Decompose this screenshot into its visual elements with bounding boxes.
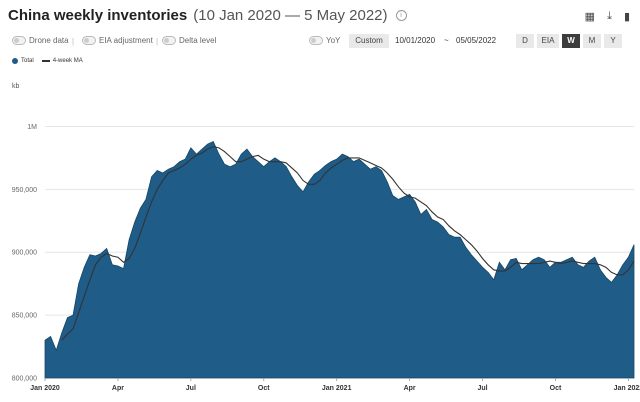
date-to-input[interactable]: 05/05/2022 xyxy=(456,36,497,45)
toggle-switch-icon[interactable] xyxy=(162,36,176,45)
y-tick-label: 900,000 xyxy=(12,250,37,257)
chart-legend: Total 4-week MA xyxy=(12,58,83,64)
eia-adjustment-label: EIA adjustment xyxy=(99,36,153,45)
x-tick-label: Jan 2020 xyxy=(30,385,60,392)
separator: | xyxy=(156,37,159,46)
controls-bar: Drone data | EIA adjustment | Delta leve… xyxy=(12,34,632,50)
grid-view-icon[interactable]: ▦ xyxy=(584,11,596,23)
freq-d-button[interactable]: D xyxy=(516,34,534,48)
top-toolbar: ▦ ⤓ ▮ xyxy=(585,10,630,23)
x-tick-label: Oct xyxy=(550,385,562,392)
y-tick-label: 800,000 xyxy=(12,376,37,383)
toggle-switch-icon[interactable] xyxy=(82,36,96,45)
legend-total-label: Total xyxy=(21,58,34,64)
y-tick-label: 950,000 xyxy=(12,187,37,194)
y-tick-label: 1M xyxy=(27,124,37,131)
separator: | xyxy=(72,37,75,46)
x-tick-label: Jan 2021 xyxy=(322,385,352,392)
legend-item-ma[interactable]: 4-week MA xyxy=(41,58,83,64)
freq-m-button[interactable]: M xyxy=(583,34,601,48)
y-axis-unit: kb xyxy=(12,83,20,90)
bookmark-icon[interactable]: ▮ xyxy=(623,11,630,23)
legend-line-icon xyxy=(41,60,50,62)
chart-title: China weekly inventories xyxy=(8,7,188,24)
x-tick-label: Apr xyxy=(404,385,416,392)
yoy-label: YoY xyxy=(326,36,341,45)
legend-ma-label: 4-week MA xyxy=(52,58,83,64)
delta-level-toggle[interactable]: Delta level xyxy=(162,36,216,45)
info-circle-icon[interactable]: i xyxy=(395,10,407,21)
toggle-switch-icon[interactable] xyxy=(12,36,26,45)
legend-dot-icon xyxy=(12,58,18,64)
page-title: China weekly inventories (10 Jan 2020 — … xyxy=(8,7,407,24)
custom-range-button[interactable]: Custom xyxy=(349,34,389,48)
drone-data-label: Drone data xyxy=(29,36,69,45)
x-tick-label: Apr xyxy=(112,385,124,392)
freq-w-button[interactable]: W xyxy=(562,34,580,48)
yoy-toggle[interactable]: YoY xyxy=(309,36,340,45)
x-tick-label: Jan 2022 xyxy=(614,385,640,392)
date-from-input[interactable]: 10/01/2020 xyxy=(395,36,436,45)
legend-item-total[interactable]: Total xyxy=(12,58,34,64)
series-total-area xyxy=(44,141,635,379)
date-range-title: (10 Jan 2020 — 5 May 2022) xyxy=(193,7,388,24)
series-ma-line xyxy=(61,145,635,341)
eia-adjustment-toggle[interactable]: EIA adjustment xyxy=(82,36,153,45)
x-tick-label: Jul xyxy=(477,385,487,392)
drone-data-toggle[interactable]: Drone data xyxy=(12,36,69,45)
x-tick-label: Jul xyxy=(186,385,196,392)
x-tick-label: Oct xyxy=(258,385,270,392)
delta-level-label: Delta level xyxy=(179,36,217,45)
download-icon[interactable]: ⤓ xyxy=(607,10,612,22)
freq-y-button[interactable]: Y xyxy=(604,34,622,48)
y-tick-label: 850,000 xyxy=(12,313,37,320)
toggle-switch-icon[interactable] xyxy=(309,36,323,45)
freq-eia-button[interactable]: EIA xyxy=(537,34,559,48)
date-separator: ~ xyxy=(444,36,449,45)
